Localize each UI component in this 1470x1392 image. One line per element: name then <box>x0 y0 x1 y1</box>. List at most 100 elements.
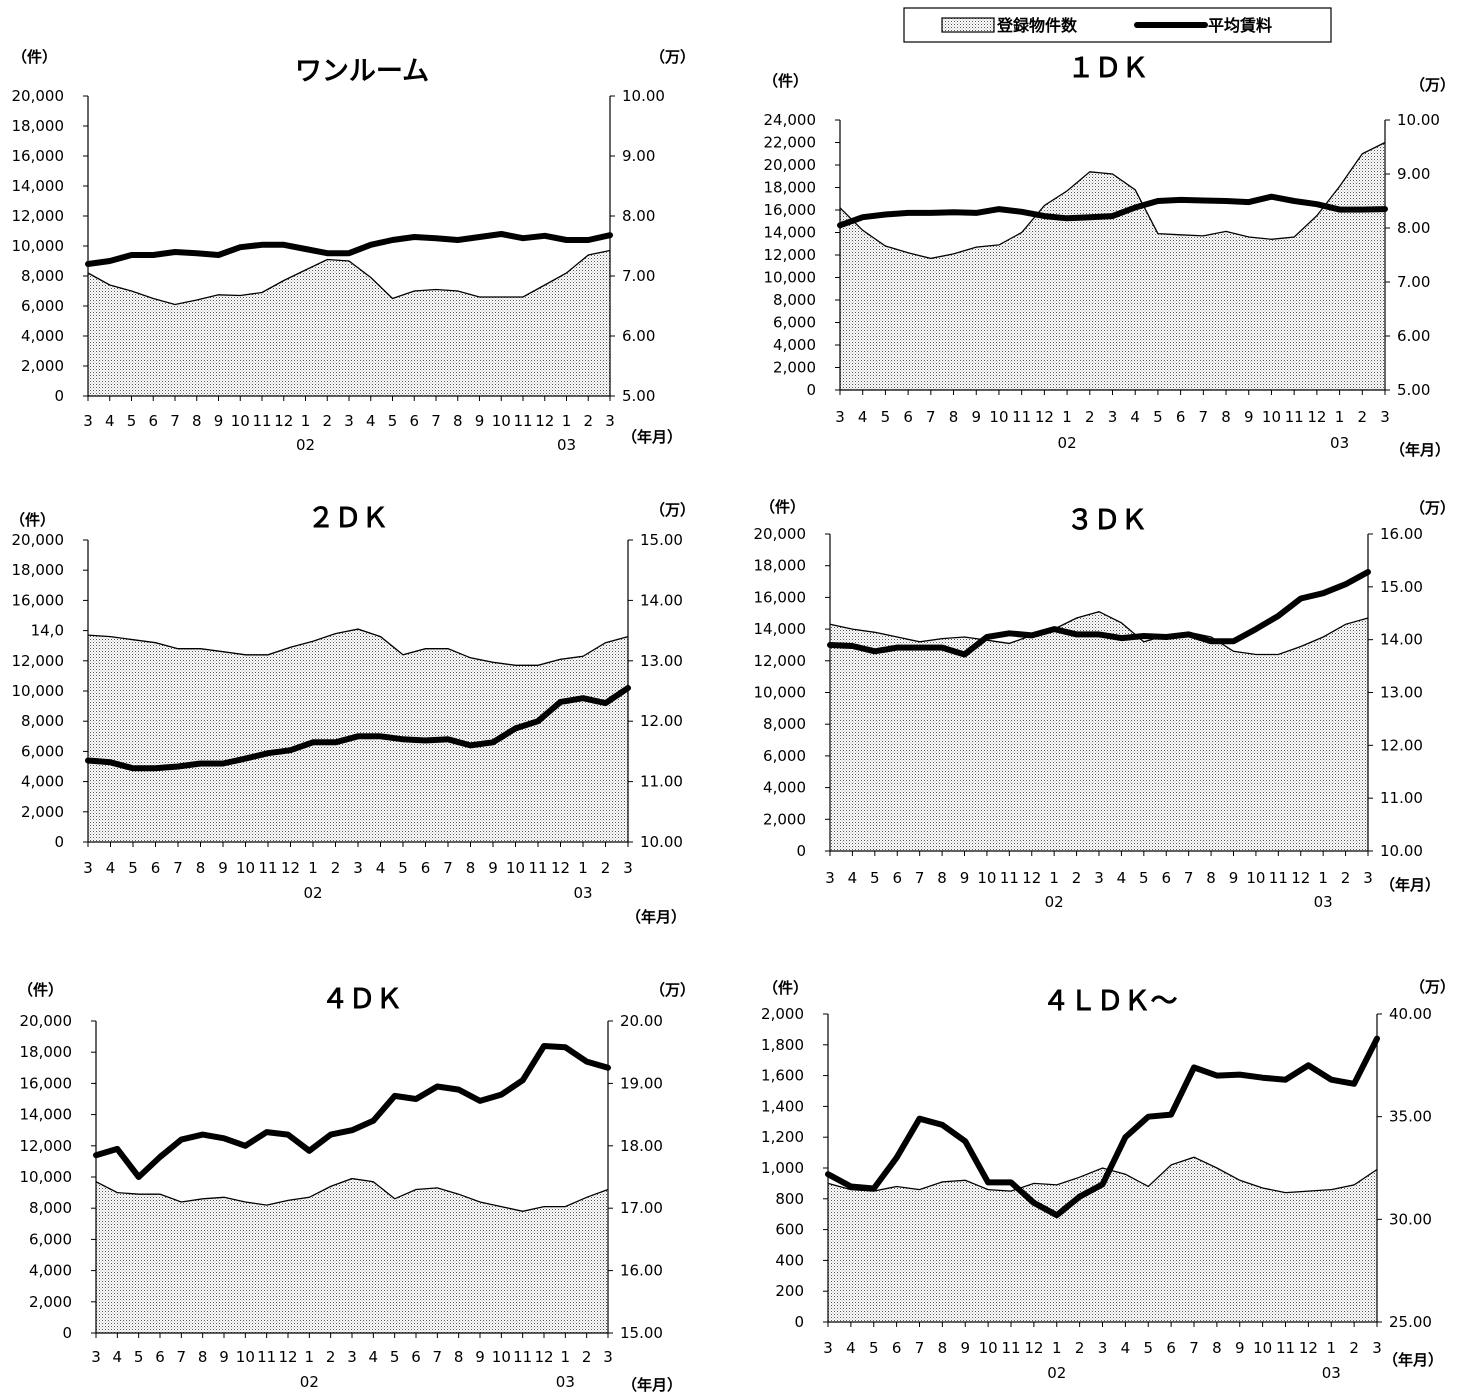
month-label: 12 <box>1035 408 1054 426</box>
month-label: 9 <box>214 412 224 430</box>
month-label: 1 <box>578 859 588 877</box>
month-label: 12 <box>535 412 554 430</box>
month-label: 1 <box>1318 869 1328 887</box>
month-label: 10 <box>979 1339 998 1357</box>
left-tick-label: 2,000 <box>21 803 64 821</box>
left-tick-label: 20,000 <box>764 156 817 174</box>
month-label: 7 <box>170 412 180 430</box>
month-label: 5 <box>398 859 408 877</box>
left-tick-label: 1,200 <box>761 1128 804 1146</box>
month-label: 1 <box>1062 408 1072 426</box>
left-tick-label: 16,000 <box>754 588 807 606</box>
x-unit-label: （年月） <box>1380 876 1440 894</box>
right-tick-label: 10.00 <box>640 833 683 851</box>
month-label: 12 <box>274 412 293 430</box>
year-label: 02 <box>1047 1364 1066 1382</box>
left-tick-label: 2,000 <box>763 810 806 828</box>
right-tick-label: 12.00 <box>1380 736 1423 754</box>
month-label: 6 <box>1161 869 1171 887</box>
month-label: 6 <box>1166 1339 1176 1357</box>
month-label: 12 <box>534 1348 553 1366</box>
left-tick-label: 4,000 <box>29 1262 72 1280</box>
right-tick-label: 5.00 <box>1397 381 1430 399</box>
month-label: 1 <box>301 412 311 430</box>
left-tick-label: 16,000 <box>20 1074 73 1092</box>
month-label: 2 <box>1349 1339 1359 1357</box>
right-tick-label: 12.00 <box>640 712 683 730</box>
left-tick-label: 6,000 <box>21 297 64 315</box>
month-label: 9 <box>475 1348 485 1366</box>
month-label: 1 <box>562 412 572 430</box>
month-label: 8 <box>196 859 206 877</box>
month-label: 12 <box>278 1348 297 1366</box>
month-label: 2 <box>1075 1339 1085 1357</box>
year-label: 03 <box>556 1373 575 1391</box>
month-label: 8 <box>454 1348 464 1366</box>
left-tick-label: 18,000 <box>12 561 65 579</box>
month-label: 3 <box>603 1348 613 1366</box>
left-tick-label: 20,000 <box>12 531 65 549</box>
left-tick-label: 6,000 <box>21 742 64 760</box>
month-label: 10 <box>1246 869 1265 887</box>
month-label: 5 <box>870 869 880 887</box>
rent-line <box>827 569 1371 658</box>
left-tick-label: 2,000 <box>21 357 64 375</box>
month-label: 1 <box>305 1348 315 1366</box>
left-tick-label: 10,000 <box>20 1168 73 1186</box>
left-tick-label: 18,000 <box>20 1043 73 1061</box>
month-label: 6 <box>155 1348 165 1366</box>
left-tick-label: 4,000 <box>773 336 816 354</box>
left-tick-label: 22,000 <box>764 134 817 152</box>
right-tick-label: 10.00 <box>1380 842 1423 860</box>
month-label: 3 <box>623 859 633 877</box>
year-label: 02 <box>303 884 322 902</box>
month-label: 11 <box>1285 408 1304 426</box>
left-tick-label: 10,000 <box>12 682 65 700</box>
month-label: 3 <box>825 869 835 887</box>
month-label: 7 <box>915 869 925 887</box>
chart-panels: 02,0004,0006,0008,00010,00012,00014,0001… <box>10 48 1455 1392</box>
right-tick-label: 6.00 <box>1397 327 1430 345</box>
month-label: 7 <box>1184 869 1194 887</box>
month-label: 8 <box>1221 408 1231 426</box>
left-tick-label: 14,0 <box>31 622 64 640</box>
month-label: 2 <box>1072 869 1082 887</box>
month-label: 4 <box>106 859 116 877</box>
listings-area <box>830 611 1368 851</box>
listings-line <box>95 1177 609 1212</box>
left-tick-label: 10,000 <box>12 237 65 255</box>
right-unit-label: （万） <box>1410 76 1455 94</box>
month-label: 5 <box>1153 408 1163 426</box>
left-tick-label: 20,000 <box>12 87 65 105</box>
chart-title: ３ＤＫ <box>1067 505 1148 536</box>
month-label: 8 <box>937 869 947 887</box>
left-tick-label: 6,000 <box>763 747 806 765</box>
month-label: 2 <box>1085 408 1095 426</box>
left-tick-label: 1,000 <box>761 1159 804 1177</box>
month-label: 7 <box>915 1339 925 1357</box>
month-label: 7 <box>173 859 183 877</box>
month-label: 12 <box>1307 408 1326 426</box>
month-label: 2 <box>582 1348 592 1366</box>
year-label: 02 <box>1045 893 1064 911</box>
month-label: 3 <box>83 412 93 430</box>
left-tick-label: 16,000 <box>12 147 65 165</box>
chart-panel-6: 0 200 400 600 800 1,000 1,200 1,400 1,600 1,800 2,… <box>761 978 1455 1382</box>
month-label: 6 <box>1176 408 1186 426</box>
rent-line <box>85 685 631 772</box>
left-tick-label: 14,000 <box>20 1106 73 1124</box>
right-tick-label: 17.00 <box>620 1199 663 1217</box>
left-tick-label: 0 <box>806 381 816 399</box>
month-label: 9 <box>488 859 498 877</box>
right-tick-label: 19.00 <box>620 1074 663 1092</box>
legend-area-label: 登録物件数 <box>996 16 1078 35</box>
left-tick-label: 0 <box>796 842 806 860</box>
right-tick-label: 15.00 <box>1380 578 1423 596</box>
month-label: 10 <box>1253 1339 1272 1357</box>
legend-line-label: 平均賃料 <box>1208 16 1272 35</box>
year-label: 02 <box>1058 434 1077 452</box>
month-label: 4 <box>369 1348 379 1366</box>
listings-line <box>87 249 611 306</box>
month-label: 3 <box>1363 869 1373 887</box>
